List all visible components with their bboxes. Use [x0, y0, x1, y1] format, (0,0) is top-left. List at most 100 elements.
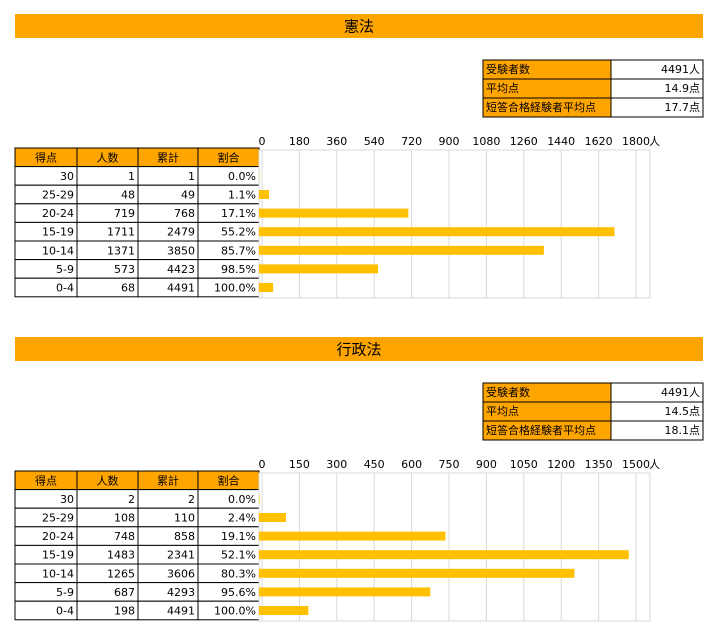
x-tick-label: 900 [439, 135, 460, 148]
table-header: 得点 [35, 151, 57, 164]
x-unit: 人 [649, 458, 660, 471]
table-value: 95.6% [221, 586, 256, 599]
table-header: 割合 [218, 473, 240, 487]
x-tick-label: 300 [326, 458, 347, 471]
bar [259, 569, 574, 578]
table-value: 4293 [167, 586, 195, 599]
table-value: 198 [114, 605, 135, 618]
table-value: 0.0% [228, 170, 256, 183]
table-value: 1 [128, 170, 135, 183]
table-value: 4491 [167, 605, 195, 618]
summary-label: 受験者数 [486, 62, 530, 76]
table-value: 20-24 [42, 530, 74, 543]
summary-value: 4491人 [661, 386, 700, 399]
summary-value: 14.9点 [665, 82, 701, 95]
x-tick-label: 1500 [622, 458, 650, 471]
table-value: 0.0% [228, 493, 256, 506]
summary-label: 受験者数 [486, 385, 530, 399]
section-title: 憲法 [344, 18, 374, 36]
table-value: 748 [114, 530, 135, 543]
table-value: 25-29 [42, 512, 74, 525]
table-value: 20-24 [42, 207, 74, 220]
bar [259, 606, 308, 615]
x-tick-label: 360 [326, 135, 347, 148]
table-header: 累計 [157, 473, 179, 487]
summary-label: 短答合格経験者平均点 [486, 423, 596, 437]
table-value: 30 [60, 493, 74, 506]
table-value: 49 [181, 189, 195, 202]
table-value: 100.0% [214, 282, 256, 295]
x-tick-label: 0 [259, 458, 266, 471]
table-value: 80.3% [221, 567, 256, 580]
bar [259, 190, 269, 199]
table-value: 2 [128, 493, 135, 506]
bar [259, 227, 615, 236]
summary-value: 17.7点 [665, 101, 701, 114]
table-value: 687 [114, 586, 135, 599]
table-header: 人数 [97, 474, 119, 487]
table-value: 1 [188, 170, 195, 183]
table-value: 719 [114, 207, 135, 220]
x-tick-label: 720 [401, 135, 422, 148]
x-tick-label: 0 [259, 135, 266, 148]
summary-label: 平均点 [486, 82, 519, 95]
table-value: 1.1% [228, 189, 256, 202]
table-value: 5-9 [56, 586, 74, 599]
table-value: 15-19 [42, 549, 74, 562]
table-value: 858 [174, 530, 195, 543]
table-value: 3606 [167, 567, 195, 580]
summary-label: 平均点 [486, 405, 519, 418]
x-tick-label: 600 [401, 458, 422, 471]
table-value: 10-14 [42, 567, 74, 580]
table-value: 2479 [167, 226, 195, 239]
table-value: 4491 [167, 282, 195, 295]
table-value: 1371 [107, 244, 135, 257]
table-value: 2.4% [228, 512, 256, 525]
table-header: 得点 [35, 474, 57, 487]
table-value: 30 [60, 170, 74, 183]
bar [259, 532, 446, 541]
section-title: 行政法 [336, 341, 381, 359]
table-header: 割合 [218, 150, 240, 164]
table-value: 25-29 [42, 189, 74, 202]
table-value: 1265 [107, 567, 135, 580]
x-tick-label: 1080 [472, 135, 500, 148]
x-tick-label: 1350 [585, 458, 613, 471]
summary-value: 4491人 [661, 63, 700, 76]
summary-value: 18.1点 [665, 424, 701, 437]
table-value: 2341 [167, 549, 195, 562]
bar [259, 283, 273, 292]
table-value: 48 [121, 189, 135, 202]
table-value: 98.5% [221, 263, 256, 276]
x-tick-label: 1620 [585, 135, 613, 148]
summary-label: 短答合格経験者平均点 [486, 100, 596, 114]
table-value: 5-9 [56, 263, 74, 276]
table-value: 4423 [167, 263, 195, 276]
bar [259, 587, 430, 596]
x-tick-label: 450 [364, 458, 385, 471]
table-value: 15-19 [42, 226, 74, 239]
table-value: 17.1% [221, 207, 256, 220]
bar [259, 264, 378, 273]
table-value: 2 [188, 493, 195, 506]
summary-value: 14.5点 [665, 405, 701, 418]
bar [259, 246, 544, 255]
table-value: 3850 [167, 244, 195, 257]
x-tick-label: 1200 [547, 458, 575, 471]
bar [259, 550, 629, 559]
x-tick-label: 1050 [510, 458, 538, 471]
table-value: 100.0% [214, 605, 256, 618]
x-tick-label: 1260 [510, 135, 538, 148]
table-value: 68 [121, 282, 135, 295]
table-value: 85.7% [221, 244, 256, 257]
x-tick-label: 540 [364, 135, 385, 148]
x-tick-label: 150 [289, 458, 310, 471]
x-tick-label: 900 [476, 458, 497, 471]
x-tick-label: 750 [439, 458, 460, 471]
bar [259, 209, 408, 218]
table-value: 0-4 [56, 605, 74, 618]
table-value: 19.1% [221, 530, 256, 543]
table-value: 1711 [107, 226, 135, 239]
table-value: 1483 [107, 549, 135, 562]
